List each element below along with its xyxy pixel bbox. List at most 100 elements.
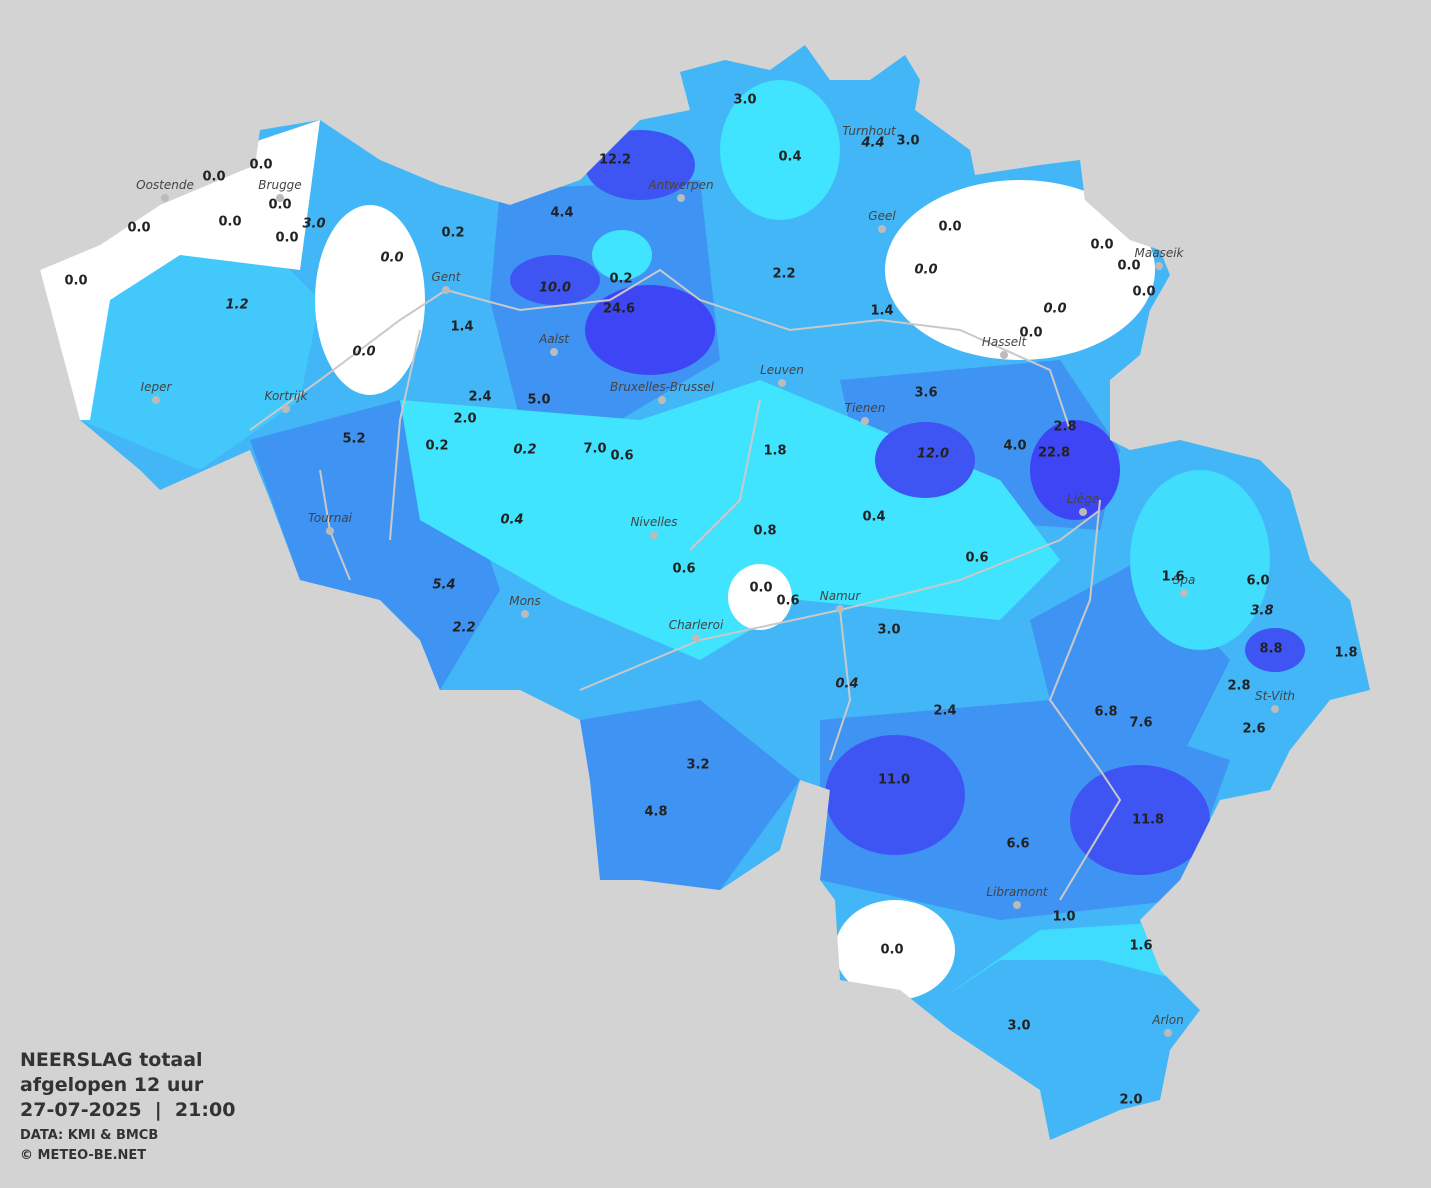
reading: 0.6 [610,449,633,464]
city-dot [442,286,450,294]
reading: 0.0 [1090,238,1113,253]
reading: 0.0 [127,221,150,236]
reading: 1.6 [1161,570,1184,585]
city-dot [161,194,169,202]
reading: 3.0 [896,134,919,149]
city-dot [326,527,334,535]
city-label: Libramont [986,885,1049,899]
city-dot [658,396,666,404]
city-label: Ieper [141,380,173,394]
reading: 0.4 [778,150,801,165]
city-dot [276,194,284,202]
reading: 10.0 [539,281,571,296]
reading: 0.2 [441,226,464,241]
city-label: Turnhout [842,124,897,138]
city-label: Tournai [308,511,353,525]
reading: 0.0 [880,943,903,958]
city-dot [521,610,529,618]
reading: 0.4 [500,513,523,528]
city-dot [836,605,844,613]
reading: 7.6 [1129,716,1152,731]
reading: 12.0 [917,447,949,462]
reading: 5.2 [342,432,365,447]
city-label: Maaseik [1135,246,1185,260]
reading: 4.4 [550,206,573,221]
city-label: Charleroi [669,618,724,632]
city-label: Oostende [136,178,194,192]
reading: 2.4 [468,390,491,405]
city-label: Mons [509,594,541,608]
reading: 2.0 [1119,1093,1142,1108]
city-label: Tienen [845,401,886,415]
reading: 0.0 [275,231,298,246]
reading: 0.0 [249,158,272,173]
city-label: Bruxelles-Brussel [610,380,715,394]
reading: 0.2 [609,272,632,287]
reading: 0.0 [380,251,403,266]
reading: 5.4 [432,578,455,593]
city-dot [650,531,658,539]
reading: 0.0 [938,220,961,235]
reading: 0.2 [425,439,448,454]
city-dot [677,194,685,202]
city-dot [692,634,700,642]
city-label: Arlon [1151,1013,1183,1027]
city-dot [1164,1029,1172,1037]
reading: 1.2 [225,298,248,313]
city-dot [550,348,558,356]
reading: 2.4 [933,704,956,719]
city-dot [1000,351,1008,359]
reading: 3.8 [1250,604,1273,619]
reading: 1.0 [1052,910,1075,925]
reading: 0.0 [1043,302,1066,317]
reading: 0.8 [753,524,776,539]
city-label: Antwerpen [647,178,713,192]
city-label: Nivelles [630,515,677,529]
reading: 1.8 [1334,646,1357,661]
reading: 2.6 [1242,722,1265,737]
city-label: Liège [1067,492,1099,506]
reading: 0.0 [352,345,375,360]
city-label: Spa [1173,573,1196,587]
reading: 22.8 [1038,446,1070,461]
city-dot [152,396,160,404]
reading: 6.8 [1094,705,1117,720]
title-block: NEERSLAG totaal afgelopen 12 uur 27-07-2… [20,1049,235,1163]
reading: 6.0 [1246,574,1269,589]
reading: 0.0 [268,198,291,213]
reading: 2.2 [772,267,795,282]
reading: 6.6 [1006,837,1029,852]
city-label: Kortrijk [265,389,309,403]
reading: 1.8 [763,444,786,459]
reading: 11.8 [1132,813,1164,828]
reading: 0.0 [64,274,87,289]
title: NEERSLAG totaal [20,1049,203,1071]
reading: 0.4 [835,677,858,692]
reading: 8.8 [1259,642,1282,657]
city-dot [778,379,786,387]
reading: 7.0 [583,442,606,457]
credit: © METEO-BE.NET [20,1148,146,1163]
reading: 1.4 [870,304,893,319]
city-label: Hasselt [982,335,1028,349]
city-dot [1079,508,1087,516]
reading: 3.0 [302,217,325,232]
city-dot [1180,589,1188,597]
reading: 11.0 [878,773,910,788]
reading: 2.0 [453,412,476,427]
subtitle: afgelopen 12 uur [20,1074,204,1096]
city-dot [878,225,886,233]
reading: 0.6 [672,562,695,577]
reading: 0.6 [776,594,799,609]
city-label: Aalst [538,332,570,346]
city-label: Gent [432,270,462,284]
city-label: Namur [820,589,862,603]
reading: 0.0 [749,581,772,596]
reading: 0.0 [218,215,241,230]
reading: 0.0 [1019,326,1042,341]
city-dot [1271,705,1279,713]
reading: 3.0 [877,623,900,638]
reading: 0.6 [965,551,988,566]
reading: 4.8 [644,805,667,820]
